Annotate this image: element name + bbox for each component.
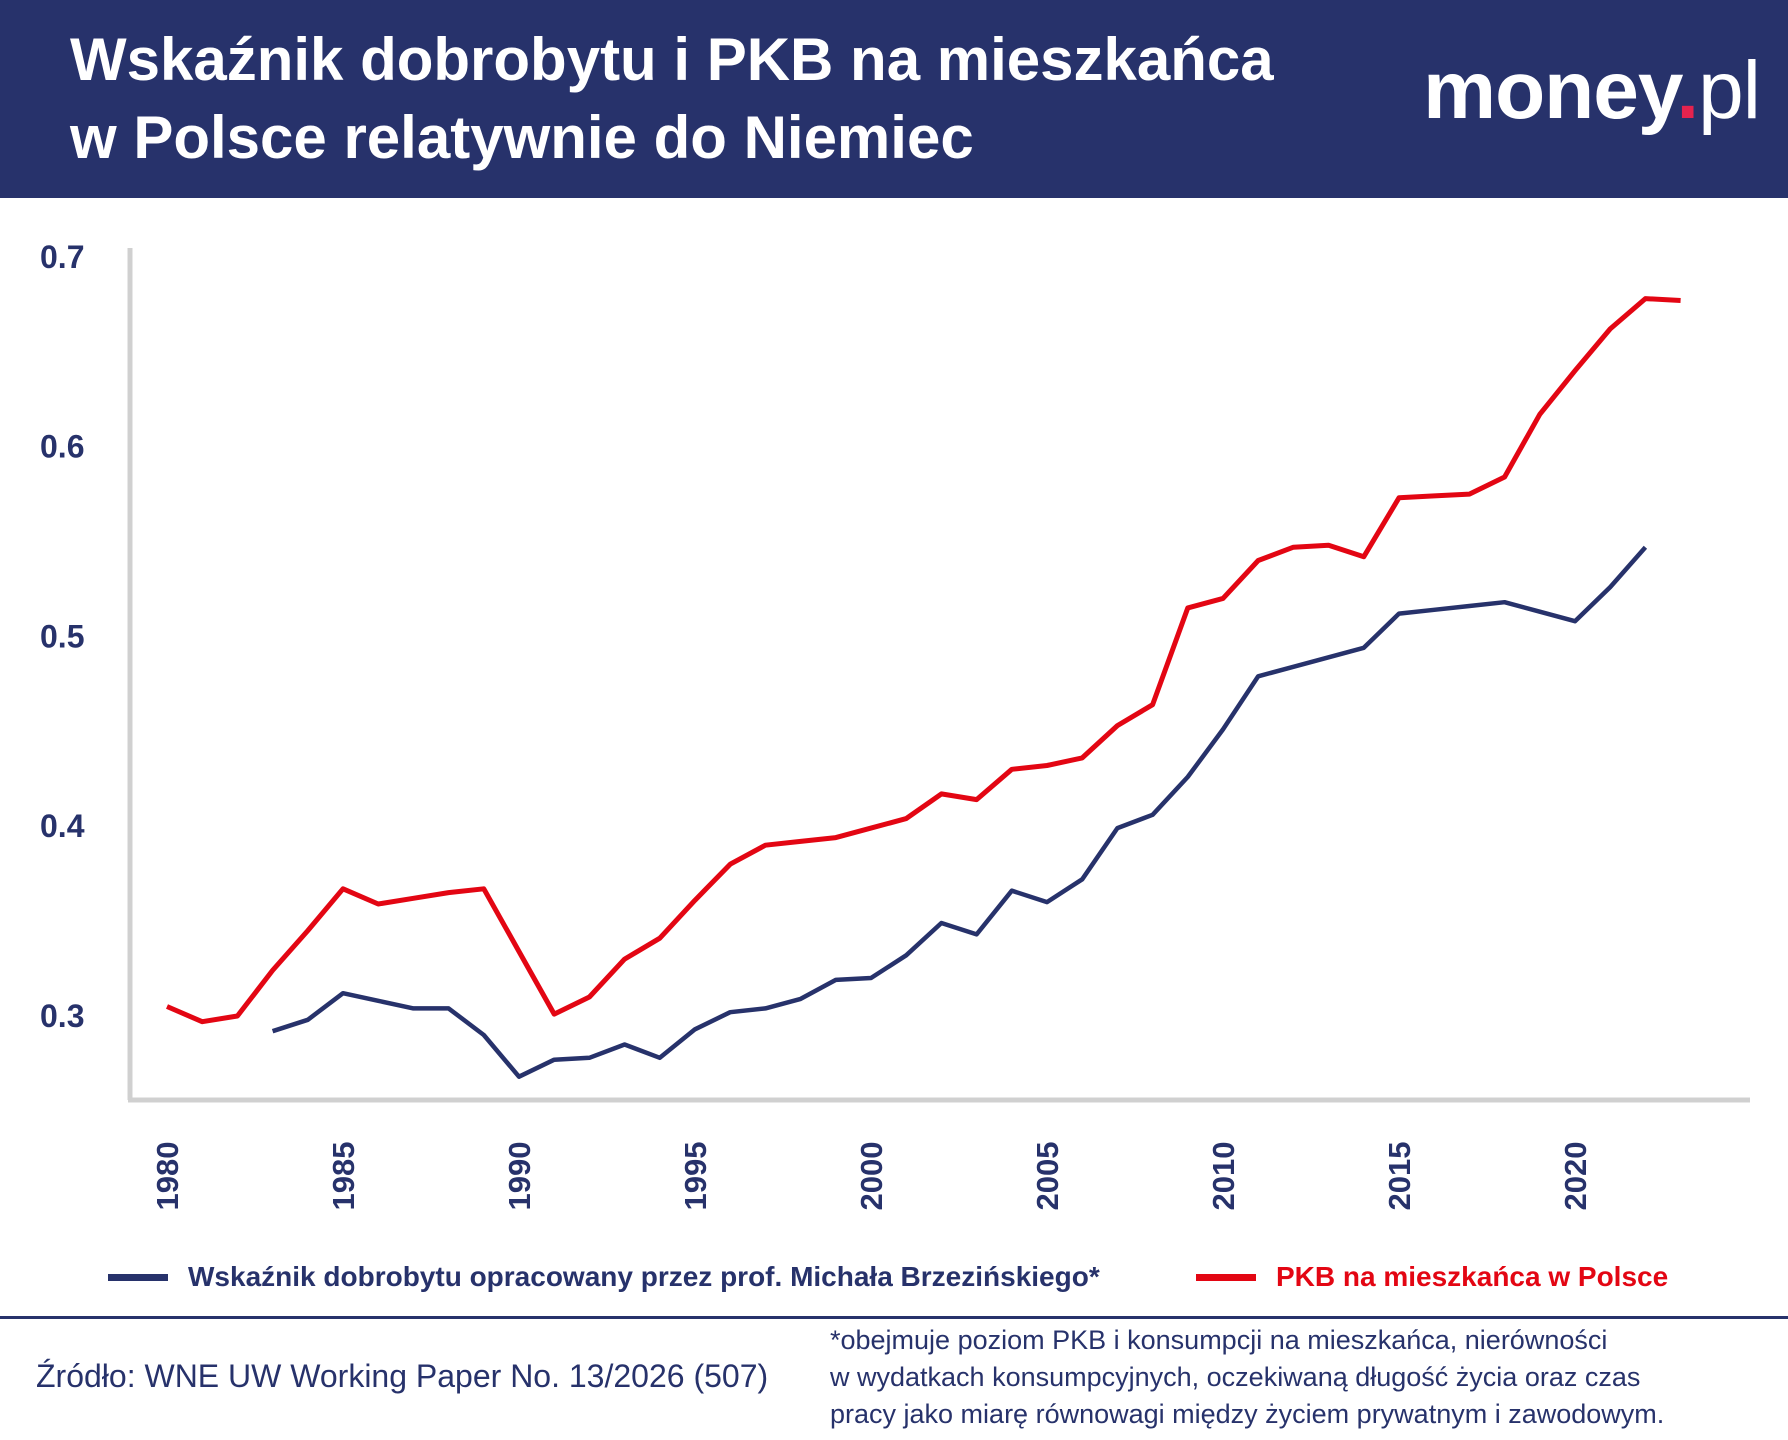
chart-axes <box>127 248 1750 1103</box>
footnote-line-1: *obejmuje poziom PKB i konsumpcji na mie… <box>830 1325 1608 1355</box>
header-banner: Wskaźnik dobrobytu i PKB na mieszkańca w… <box>0 0 1788 198</box>
footnote-line-3: pracy jako miarę równowagi między życiem… <box>830 1399 1665 1429</box>
chart-series <box>166 296 1681 1079</box>
chart-title-line-1: Wskaźnik dobrobytu i PKB na mieszkańca <box>70 26 1274 93</box>
x-tick-label: 2005 <box>1030 1142 1065 1211</box>
footer-divider <box>0 1316 1788 1319</box>
x-tick-label: 1995 <box>678 1142 713 1211</box>
chart-title-line-2: w Polsce relatywnie do Niemiec <box>70 104 974 171</box>
footnote-line-2: w wydatkach konsumpcyjnych, oczekiwaną d… <box>830 1362 1641 1392</box>
legend-swatch-gdp <box>1196 1273 1256 1281</box>
x-tick-label: 1985 <box>326 1142 361 1211</box>
y-tick-label: 0.7 <box>40 239 84 275</box>
x-tick-label: 2000 <box>854 1142 889 1211</box>
legend-label-welfare: Wskaźnik dobrobytu opracowany przez prof… <box>188 1261 1100 1292</box>
x-tick-labels: 1980 1985 1990 1995 2000 2005 2010 2015 2020 <box>150 1142 1593 1211</box>
source-note: Źródło: WNE UW Working Paper No. 13/2026… <box>36 1358 769 1394</box>
y-tick-label: 0.4 <box>40 808 85 844</box>
footnote: *obejmuje poziom PKB i konsumpcji na mie… <box>830 1322 1664 1433</box>
series-line-welfare <box>271 545 1648 1079</box>
y-tick-label: 0.5 <box>40 618 84 654</box>
y-tick-label: 0.3 <box>40 998 84 1034</box>
y-tick-labels: 0.3 0.4 0.5 0.6 0.7 <box>40 239 85 1034</box>
logo-text-money: money <box>1423 45 1677 136</box>
legend-item-welfare: Wskaźnik dobrobytu opracowany przez prof… <box>108 1257 1100 1297</box>
legend-swatch-welfare <box>108 1273 168 1281</box>
x-tick-label: 2020 <box>1558 1142 1593 1211</box>
series-line-gdp <box>166 296 1681 1025</box>
x-tick-label: 1990 <box>502 1142 537 1211</box>
legend-item-gdp: PKB na mieszkańca w Polsce <box>1196 1257 1668 1297</box>
logo-text-pl: pl <box>1698 45 1761 136</box>
line-chart: 0.3 0.4 0.5 0.6 0.7 1980 1985 1990 1995 2000 2005… <box>40 239 1750 1211</box>
x-tick-label: 2010 <box>1206 1142 1241 1211</box>
money-pl-logo: money.pl <box>1423 50 1761 132</box>
y-tick-label: 0.6 <box>40 429 84 465</box>
x-tick-label: 2015 <box>1382 1142 1417 1211</box>
x-tick-label: 1980 <box>150 1142 185 1211</box>
logo-dot: . <box>1676 45 1699 136</box>
legend-label-gdp: PKB na mieszkańca w Polsce <box>1276 1261 1669 1292</box>
